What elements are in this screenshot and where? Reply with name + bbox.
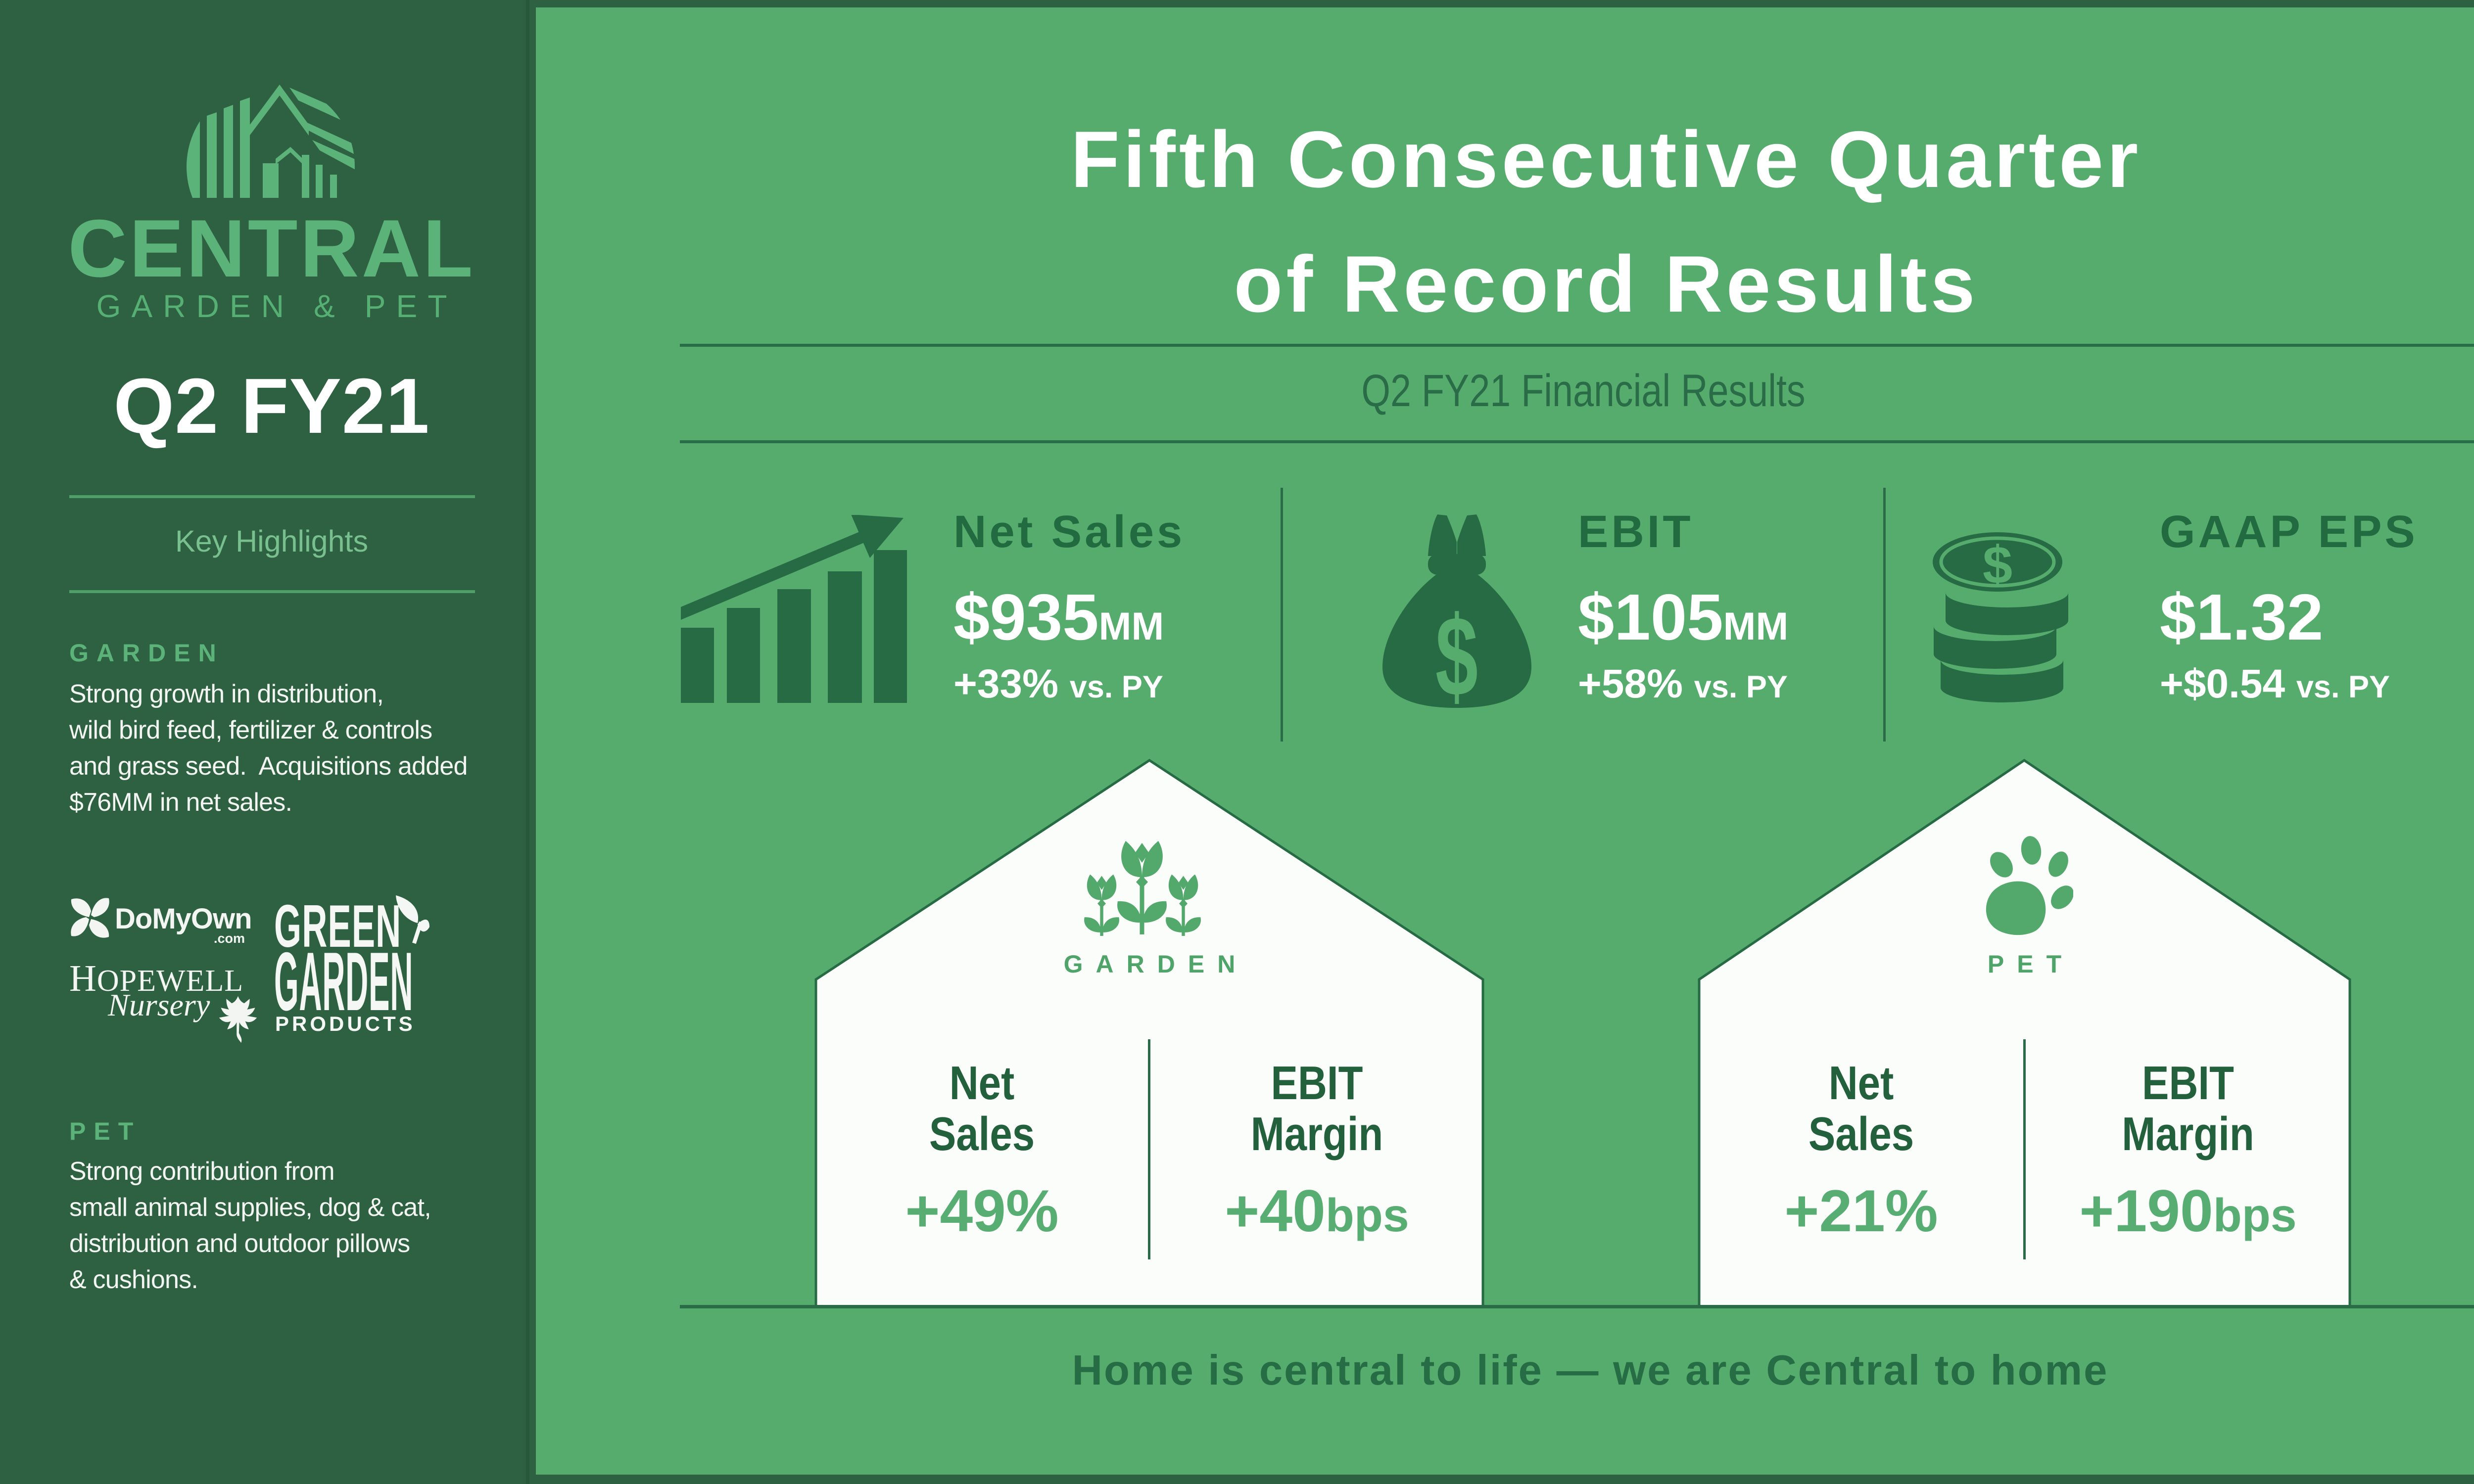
svg-text:$: $: [1983, 535, 2012, 595]
svg-text:$: $: [1435, 593, 1478, 708]
